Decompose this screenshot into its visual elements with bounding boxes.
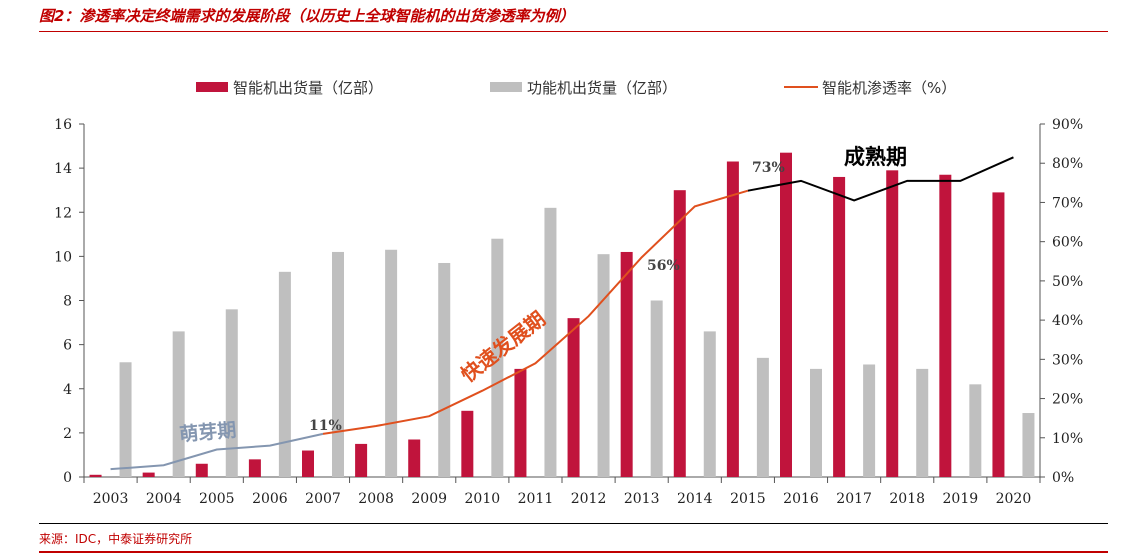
bar-smart-2015 (726, 161, 739, 477)
legend-swatch-smart (196, 82, 228, 92)
y-right-tick-label: 70% (1052, 195, 1083, 211)
y-right-tick-label: 0% (1052, 470, 1074, 486)
bar-feature-2006 (278, 271, 291, 477)
phase-mature-label: 成熟期 (844, 145, 907, 169)
label-2015-rate: 73% (752, 160, 785, 176)
x-tick-label: 2016 (783, 491, 819, 507)
bar-smart-2009 (408, 439, 421, 477)
x-tick-label: 2013 (624, 491, 660, 507)
bar-feature-2007 (332, 251, 344, 477)
title-rule (39, 31, 1108, 32)
bar-feature-2015 (756, 357, 769, 477)
x-tick-label: 2005 (199, 491, 235, 507)
y-left-tick-label: 8 (63, 294, 72, 310)
bar-feature-2018 (916, 368, 929, 477)
bar-smart-2012 (567, 318, 580, 477)
x-tick-label: 2008 (358, 491, 394, 507)
bar-feature-2011 (544, 207, 557, 477)
bar-feature-2014 (703, 331, 716, 477)
y-left-tick-label: 0 (63, 470, 72, 486)
bar-smart-2016 (780, 152, 792, 477)
bar-smart-2020 (992, 192, 1005, 478)
bar-feature-2003 (119, 362, 132, 477)
bar-smart-2014 (673, 190, 686, 477)
y-left-tick-label: 12 (54, 205, 72, 221)
y-right-tick-label: 90% (1052, 117, 1083, 133)
legend-label-smart: 智能机出货量（亿部） (233, 79, 383, 97)
end-rule (39, 551, 1108, 553)
x-tick-label: 2015 (730, 491, 766, 507)
bar-smart-2003 (89, 474, 102, 477)
bar-feature-2017 (863, 364, 876, 477)
bars (89, 152, 1035, 478)
legend: 智能机出货量（亿部） 功能机出货量（亿部） 智能机渗透率（%） (196, 79, 956, 97)
x-tick-label: 2010 (465, 491, 501, 507)
phase-early-label: 萌芽期 (178, 418, 237, 446)
y-right-tick-label: 30% (1052, 352, 1083, 368)
y-right-tick-label: 40% (1052, 313, 1083, 329)
legend-swatch-feature (490, 82, 522, 92)
figure-title: 图2：渗透率决定终端需求的发展阶段（以历史上全球智能机的出货渗透率为例） (39, 7, 575, 25)
bar-smart-2013 (620, 251, 633, 477)
bar-feature-2005 (225, 309, 238, 477)
bar-feature-2020 (1022, 413, 1035, 477)
y-right-tick-label: 50% (1052, 274, 1083, 290)
x-tick-label: 2017 (836, 491, 872, 507)
bar-smart-2008 (355, 443, 368, 477)
x-tick-label: 2014 (677, 491, 713, 507)
bar-feature-2016 (810, 368, 822, 477)
rate-line-growth (322, 189, 749, 435)
bar-smart-2017 (833, 176, 846, 477)
x-tick-label: 2019 (943, 491, 979, 507)
bar-smart-2005 (195, 463, 208, 477)
bar-feature-2009 (438, 262, 451, 477)
bar-smart-2011 (514, 368, 527, 477)
rate-line-mature (747, 156, 1014, 202)
bar-feature-2008 (385, 249, 398, 477)
label-2007-rate: 11% (309, 418, 342, 434)
y-right-tick-label: 80% (1052, 156, 1083, 172)
source-note: 来源：IDC，中泰证券研究所 (39, 532, 193, 546)
x-tick-label: 2003 (93, 491, 129, 507)
y-right-tick-label: 60% (1052, 235, 1083, 251)
x-tick-label: 2012 (571, 491, 607, 507)
x-tick-label: 2006 (252, 491, 288, 507)
bar-smart-2007 (302, 450, 314, 477)
label-2013-rate: 56% (647, 258, 680, 274)
bar-smart-2018 (886, 170, 899, 478)
source-rule (39, 523, 1108, 524)
bar-feature-2012 (597, 254, 610, 477)
legend-label-rate: 智能机渗透率（%） (822, 79, 956, 97)
rate-line-early (110, 432, 324, 471)
y-right-tick-label: 20% (1052, 392, 1083, 408)
bar-feature-2013 (650, 300, 663, 477)
x-tick-label: 2007 (305, 491, 341, 507)
y-left-tick-label: 6 (63, 338, 72, 354)
y-left-tick-label: 14 (54, 161, 72, 177)
x-tick-label: 2011 (518, 491, 554, 507)
bar-smart-2019 (939, 174, 952, 477)
y-left-tick-label: 4 (63, 382, 72, 398)
bar-feature-2019 (969, 384, 982, 477)
legend-label-feature: 功能机出货量（亿部） (527, 79, 677, 97)
x-tick-label: 2020 (996, 491, 1032, 507)
penetration-line (110, 156, 1014, 471)
bar-smart-2006 (248, 459, 261, 477)
y-left-tick-label: 10 (54, 249, 72, 265)
x-tick-label: 2018 (889, 491, 925, 507)
bar-smart-2010 (461, 410, 474, 477)
x-tick-label: 2009 (411, 491, 447, 507)
bar-feature-2004 (172, 331, 185, 477)
bar-smart-2004 (142, 472, 155, 477)
x-tick-label: 2004 (146, 491, 182, 507)
y-right-tick-label: 10% (1052, 431, 1083, 447)
y-left-tick-label: 2 (63, 426, 72, 442)
axes: 0 2 4 6 8 10 12 14 16 0% 10% 20% 30% 40% 50% 60% 70% 80% 9… (54, 117, 1083, 507)
bar-feature-2010 (491, 238, 504, 477)
y-left-tick-label: 16 (54, 117, 72, 133)
